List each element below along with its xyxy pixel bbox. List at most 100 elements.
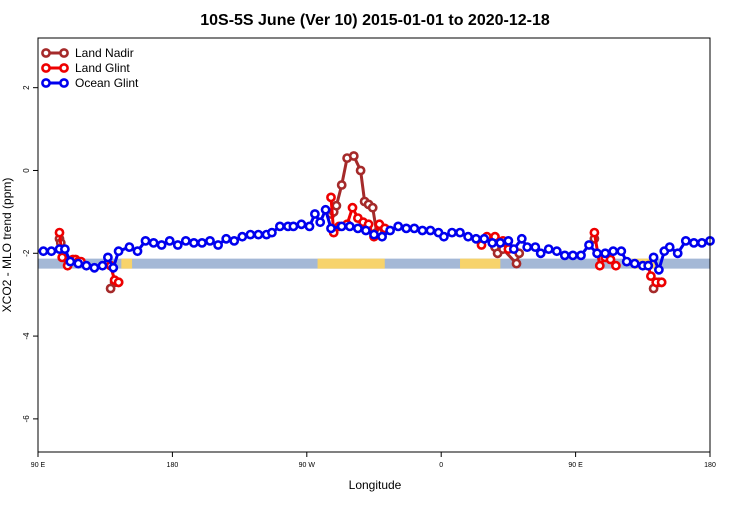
data-point (600, 248, 611, 259)
data-point (559, 250, 570, 261)
data-point (592, 248, 602, 259)
land-mask-segment (121, 258, 133, 269)
legend-label: Ocean Glint (75, 76, 139, 90)
data-point (689, 237, 699, 248)
data-point (656, 277, 667, 288)
data-point (296, 219, 307, 230)
data-point (320, 204, 331, 215)
data-point (113, 246, 124, 257)
series-group (38, 204, 715, 275)
y-axis-label: XCO2 - MLO trend (ppm) (0, 178, 14, 313)
data-point (629, 258, 640, 269)
data-point (508, 244, 519, 254)
data-point (616, 246, 627, 257)
x-axis-label: Longitude (349, 478, 402, 492)
data-point (213, 240, 223, 250)
y-tick-label: 2 (22, 85, 31, 90)
data-point (164, 235, 175, 246)
data-point (589, 227, 600, 238)
data-point (584, 240, 594, 250)
data-point (336, 221, 347, 232)
legend-swatch-marker (41, 48, 51, 58)
data-point (487, 237, 498, 248)
data-point (455, 227, 465, 238)
data-point (543, 244, 554, 254)
data-point (551, 246, 562, 257)
data-point (140, 235, 151, 246)
data-point (438, 231, 449, 242)
y-tick-label: -4 (22, 332, 31, 340)
data-point (57, 252, 68, 263)
data-point (205, 235, 215, 246)
data-point (266, 227, 277, 238)
data-point (89, 262, 100, 273)
data-point (108, 262, 119, 273)
y-tick-label: -2 (22, 249, 31, 257)
data-point (197, 237, 207, 248)
data-point (156, 240, 167, 250)
data-point (245, 229, 256, 240)
data-point (369, 229, 379, 240)
data-point (355, 165, 366, 176)
x-tick-label: 180 (704, 462, 716, 469)
data-point (367, 202, 378, 213)
data-point (274, 221, 285, 232)
data-point (81, 260, 92, 271)
data-point (124, 242, 135, 252)
data-point (38, 246, 49, 257)
legend-swatch-marker (41, 78, 51, 88)
data-point (188, 237, 199, 248)
data-point (309, 209, 320, 219)
data-point (172, 240, 183, 250)
data-point (648, 252, 659, 263)
data-point (425, 225, 436, 236)
data-point (697, 237, 707, 248)
data-point (180, 235, 191, 246)
data-point (60, 244, 70, 254)
data-point (148, 237, 159, 248)
data-point (326, 223, 336, 234)
data-point (352, 223, 363, 234)
data-point (385, 225, 395, 236)
data-point (304, 221, 315, 232)
data-point (535, 248, 546, 259)
data-point (522, 242, 533, 252)
data-point (503, 235, 514, 246)
legend-swatch-marker (59, 48, 69, 58)
data-point (54, 227, 65, 238)
data-point (495, 237, 506, 248)
data-point (132, 246, 143, 257)
data-point (326, 192, 336, 203)
data-point (530, 242, 541, 252)
data-point (643, 260, 654, 271)
chart-title: 10S-5S June (Ver 10) 2015-01-01 to 2020-… (200, 12, 550, 29)
data-point (664, 242, 675, 252)
land-mask-segment (460, 258, 501, 269)
x-tick-label: 90 E (31, 462, 46, 469)
data-point (516, 233, 527, 244)
data-point (568, 250, 578, 261)
data-point (221, 233, 232, 244)
x-tick-label: 90 W (299, 462, 316, 469)
data-point (377, 231, 387, 242)
data-point (113, 277, 124, 288)
legend-swatch-marker (59, 78, 69, 88)
legend-swatch-marker (59, 63, 69, 73)
data-point (288, 221, 299, 232)
data-point (331, 200, 342, 211)
data-point (253, 229, 264, 240)
data-point (654, 264, 664, 275)
data-point (672, 248, 683, 259)
data-point (336, 180, 347, 190)
data-point (479, 233, 490, 244)
data-point (409, 223, 420, 234)
x-tick-label: 180 (167, 462, 179, 469)
data-point (73, 258, 84, 269)
legend-label: Land Glint (75, 61, 130, 75)
legend-swatch-marker (41, 63, 51, 73)
data-point (229, 235, 240, 246)
data-point (621, 256, 632, 267)
